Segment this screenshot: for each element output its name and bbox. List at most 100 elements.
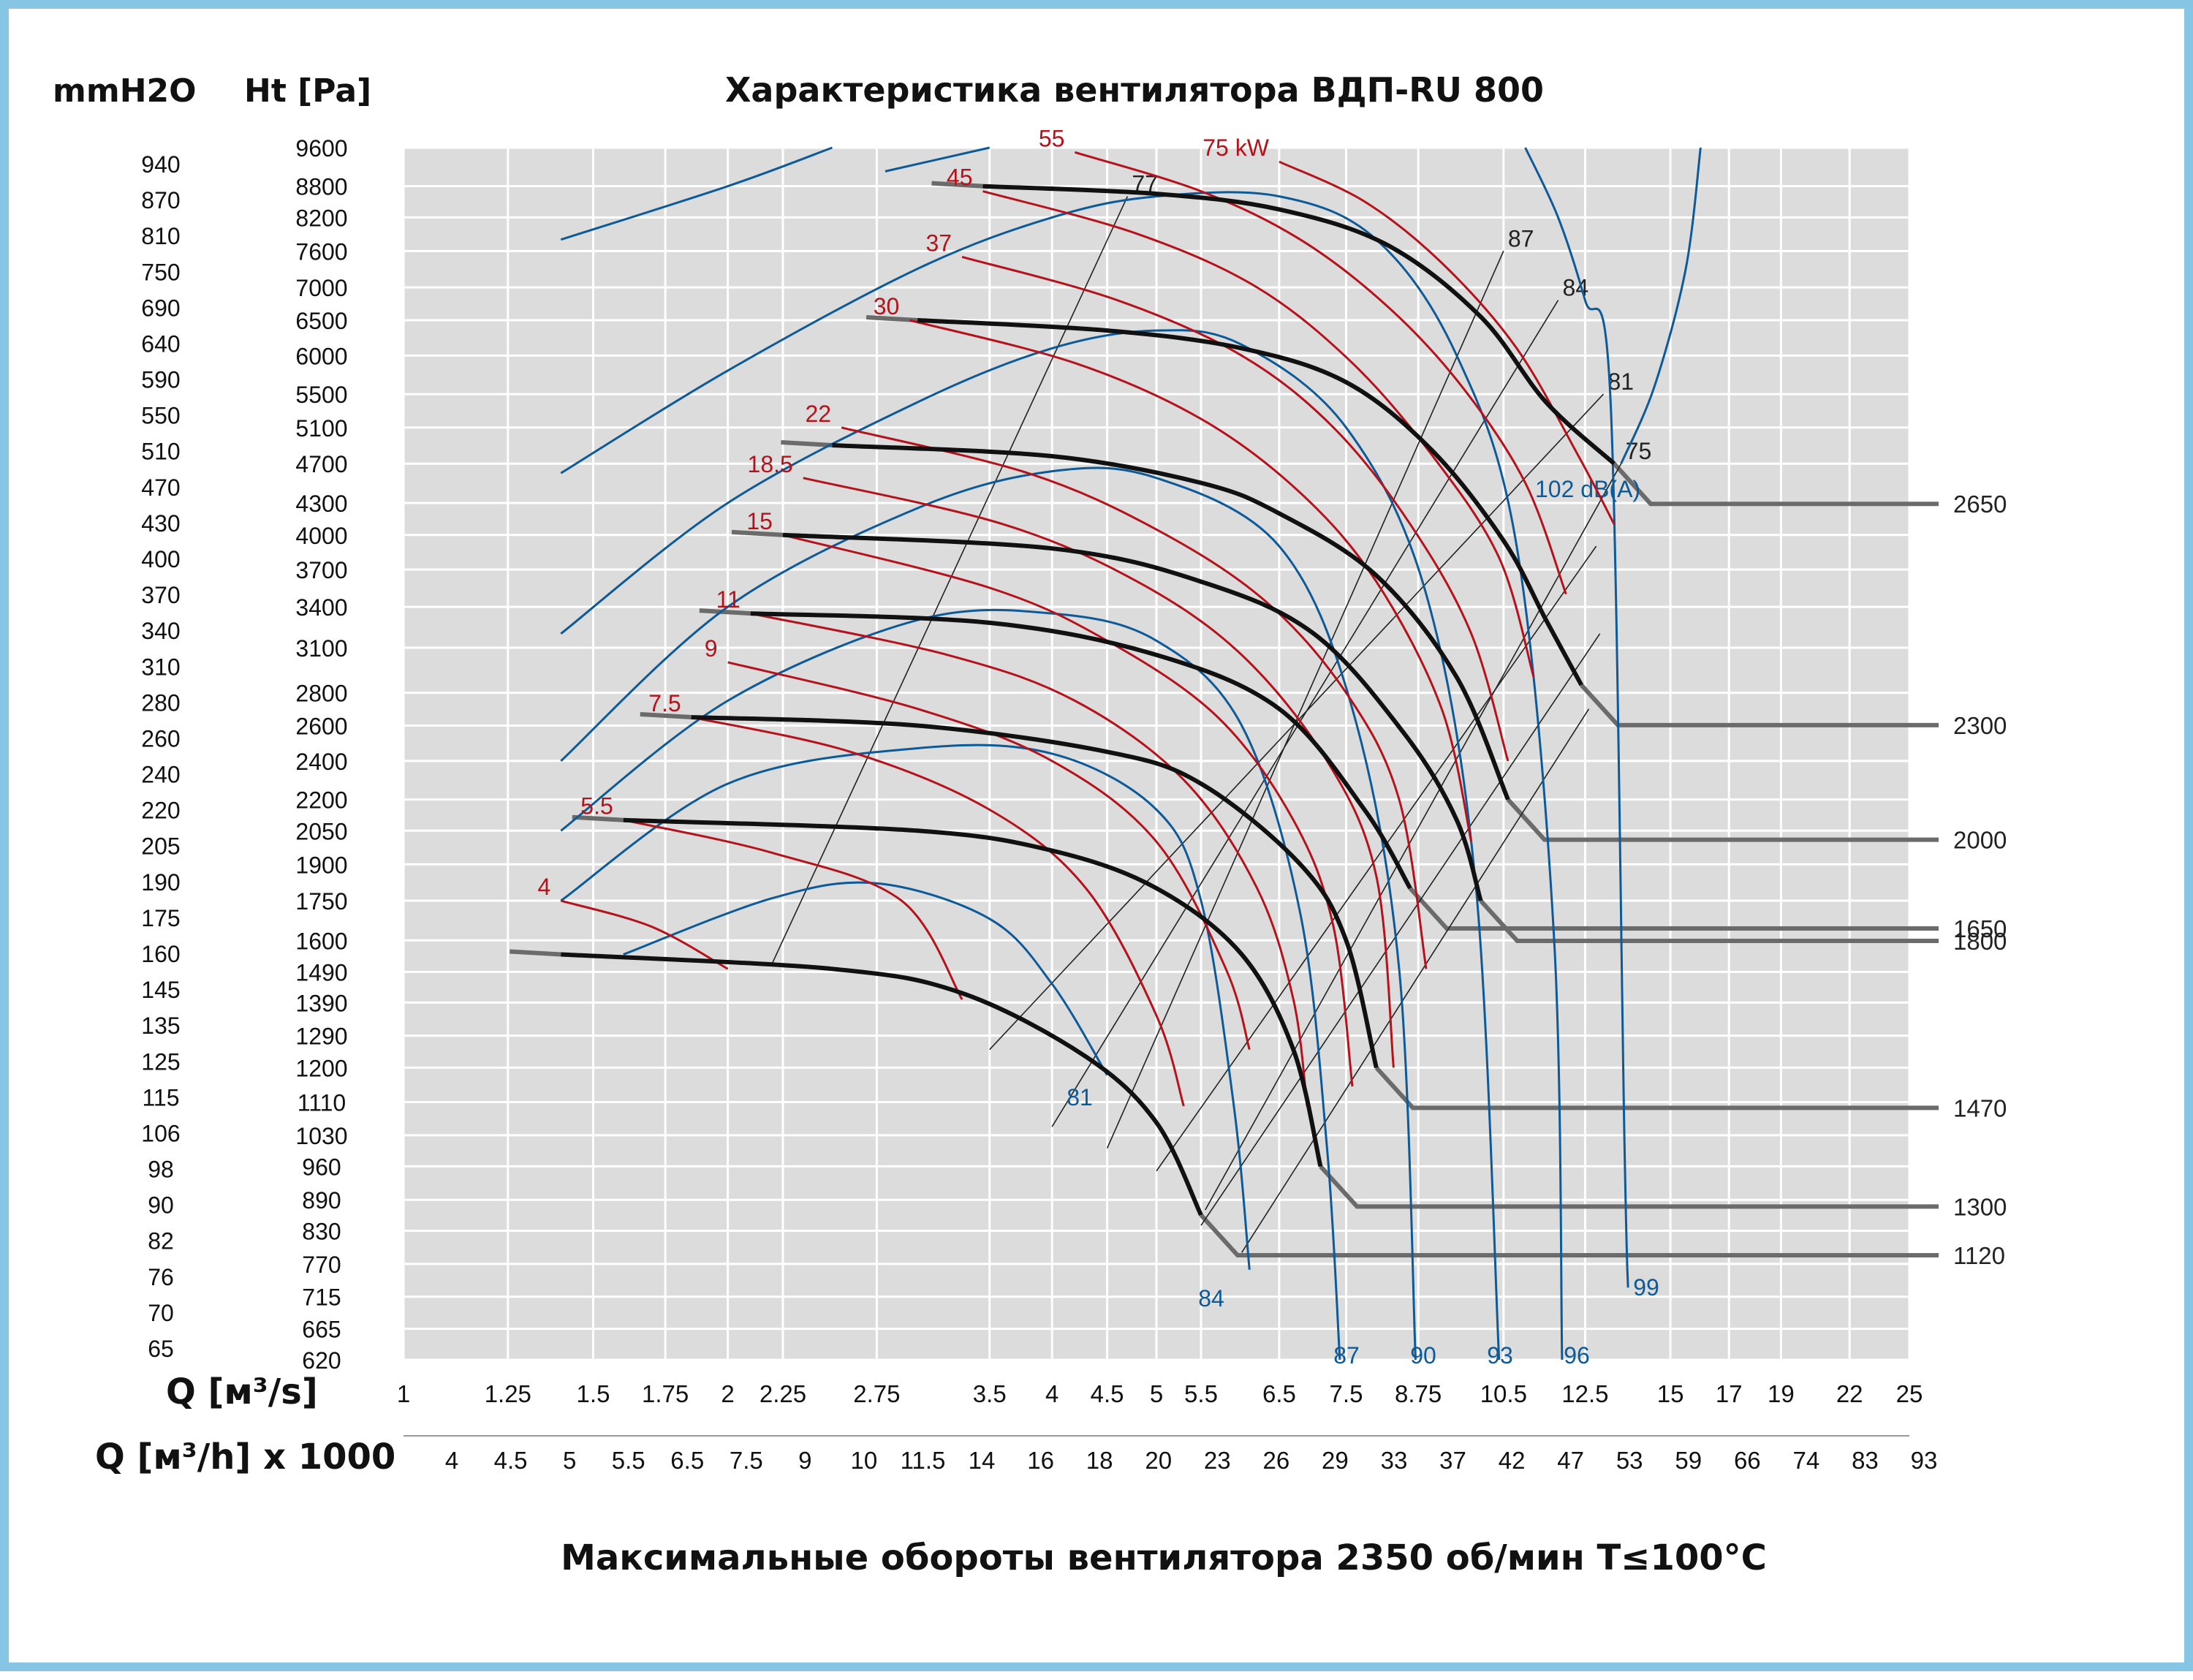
rpm-isoline-start	[866, 314, 918, 322]
y-tick-label-pa: 770	[302, 1252, 341, 1278]
y-tick-label-pa: 1600	[295, 928, 347, 954]
rpm-label: 1650	[1953, 915, 2007, 942]
power-label: 45	[947, 164, 973, 191]
rpm-isoline-start	[731, 529, 784, 537]
y-tick-label-pa: 1490	[295, 959, 347, 985]
x-tick-label-m3s: 6.5	[1262, 1380, 1296, 1407]
y-tick-label-mm: 125	[141, 1048, 180, 1075]
y-tick-label-mm: 690	[141, 295, 180, 321]
x-tick-label-m3h: 66	[1734, 1447, 1761, 1474]
x-tick-label-m3s: 25	[1896, 1380, 1923, 1407]
fan-speed-curve	[750, 611, 1412, 890]
y-tick-label-pa: 1390	[295, 990, 347, 1016]
y-tick-label-mm: 190	[141, 869, 180, 896]
y-tick-label-mm: 205	[141, 833, 180, 860]
sound-line-label: 81	[1608, 368, 1635, 395]
y-tick-label-mm: 82	[148, 1228, 174, 1255]
y-tick-label-pa: 5500	[295, 382, 347, 408]
y-tick-label-pa: 715	[302, 1284, 341, 1311]
sound-curve	[1524, 147, 1629, 1288]
rpm-isoline	[1319, 1165, 1939, 1209]
efficiency-label: 93	[1487, 1342, 1513, 1369]
unit-mmh2o: mmH2O	[53, 72, 197, 110]
x-tick-label-m3h: 47	[1557, 1447, 1584, 1474]
y-tick-label-pa: 960	[302, 1154, 341, 1180]
power-label: 55	[1039, 125, 1065, 151]
y-tick-label-mm: 98	[148, 1157, 174, 1183]
y-tick-label-pa: 2600	[295, 713, 347, 739]
fan-speed-curve	[917, 318, 1583, 686]
x-tick-label-m3h: 10	[851, 1447, 878, 1474]
power-label: 75 kW	[1202, 135, 1269, 161]
y-tick-label-pa: 4000	[295, 523, 347, 549]
power-curve	[982, 190, 1535, 678]
sound-line-label: 75	[1626, 438, 1652, 464]
x-tick-label-m3s: 2.75	[853, 1380, 900, 1407]
y-tick-label-pa: 1290	[295, 1023, 347, 1050]
x-tick-label-m3h: 29	[1322, 1447, 1349, 1474]
y-tick-label-pa: 8200	[295, 205, 347, 231]
sound-line-label: 87	[1508, 225, 1534, 251]
efficiency-curves: 102 dB(A) 81 84 87 90 93 96 99	[560, 146, 1702, 1369]
x-tick-label-m3s: 2.25	[760, 1380, 806, 1407]
rpm-isoline	[1408, 886, 1939, 931]
y-tick-label-pa: 890	[302, 1187, 341, 1214]
y-tick-label-pa: 665	[302, 1317, 341, 1343]
efficiency-label: 81	[1067, 1084, 1093, 1110]
efficiency-curve	[885, 146, 991, 173]
rpm-isoline	[1506, 798, 1939, 842]
y-tick-label-mm: 400	[141, 546, 180, 572]
x-tick-label-m3h: 6.5	[670, 1447, 704, 1474]
y-tick-label-pa: 3400	[295, 594, 347, 621]
efficiency-curve	[560, 743, 1251, 1270]
y-tick-label-pa: 620	[302, 1347, 341, 1374]
y-tick-label-mm: 510	[141, 439, 180, 465]
x-tick-label-m3s: 5	[1150, 1380, 1163, 1407]
x-tick-label-m3h: 5.5	[612, 1447, 645, 1474]
speed-curves	[561, 183, 1616, 1217]
rpm-isoline	[1374, 1066, 1939, 1110]
rpm-label: 1120	[1953, 1242, 2005, 1269]
x-tick-label-m3s: 1	[397, 1380, 410, 1407]
y-tick-label-mm: 160	[141, 941, 180, 967]
chart-title: Характеристика вентилятора ВДП-RU 800	[725, 70, 1544, 110]
power-curve	[1279, 160, 1616, 525]
fan-speed-curve	[782, 532, 1483, 901]
y-tick-label-mm: 240	[141, 762, 180, 788]
y-tick-label-pa: 2800	[295, 681, 347, 707]
y-tick-label-pa: 6000	[295, 343, 347, 369]
x-tick-label-m3s: 3.5	[973, 1380, 1007, 1407]
y-tick-label-pa: 830	[302, 1218, 341, 1244]
power-label: 9	[705, 635, 718, 662]
x-tick-label-m3s: 8.75	[1395, 1380, 1442, 1407]
sound-line	[1205, 463, 1622, 1211]
x-tick-label-m3s: 1.75	[642, 1380, 689, 1407]
x-tick-label-m3h: 4.5	[494, 1447, 528, 1474]
rpm-label: 1470	[1953, 1094, 2007, 1121]
rpm-label: 2000	[1953, 827, 2007, 854]
y-tick-label-pa: 1110	[298, 1090, 346, 1116]
y-tick-label-pa: 4300	[295, 491, 347, 517]
fan-speed-curve	[561, 952, 1203, 1217]
x-tick-label-m3h: 42	[1499, 1447, 1526, 1474]
sound-curve-label: 102 dB(A)	[1535, 476, 1640, 502]
y-tick-label-mm: 145	[141, 977, 180, 1003]
y-tick-label-mm: 76	[148, 1264, 174, 1290]
power-curve	[961, 255, 1510, 762]
x-tick-label-m3s: 4	[1045, 1380, 1058, 1407]
efficiency-label: 96	[1564, 1342, 1590, 1369]
x-tick-label-m3h: 4	[445, 1447, 458, 1474]
sound-curve-2	[1620, 147, 1702, 464]
efficiency-curve	[560, 466, 1417, 1361]
sound-line	[1241, 708, 1590, 1253]
x-tick-label-m3h: 83	[1852, 1447, 1879, 1474]
y-tick-label-pa: 1200	[295, 1055, 347, 1081]
x-tick-label-m3s: 22	[1836, 1380, 1863, 1407]
efficiency-label: 99	[1633, 1274, 1659, 1301]
x-tick-label-m3s: 17	[1716, 1380, 1743, 1407]
unit-pa: Ht [Pa]	[244, 72, 371, 110]
y-tick-label-mm: 70	[148, 1300, 174, 1326]
rpm-label: 1800	[1953, 928, 2007, 955]
y-tick-label-mm: 590	[141, 367, 180, 393]
